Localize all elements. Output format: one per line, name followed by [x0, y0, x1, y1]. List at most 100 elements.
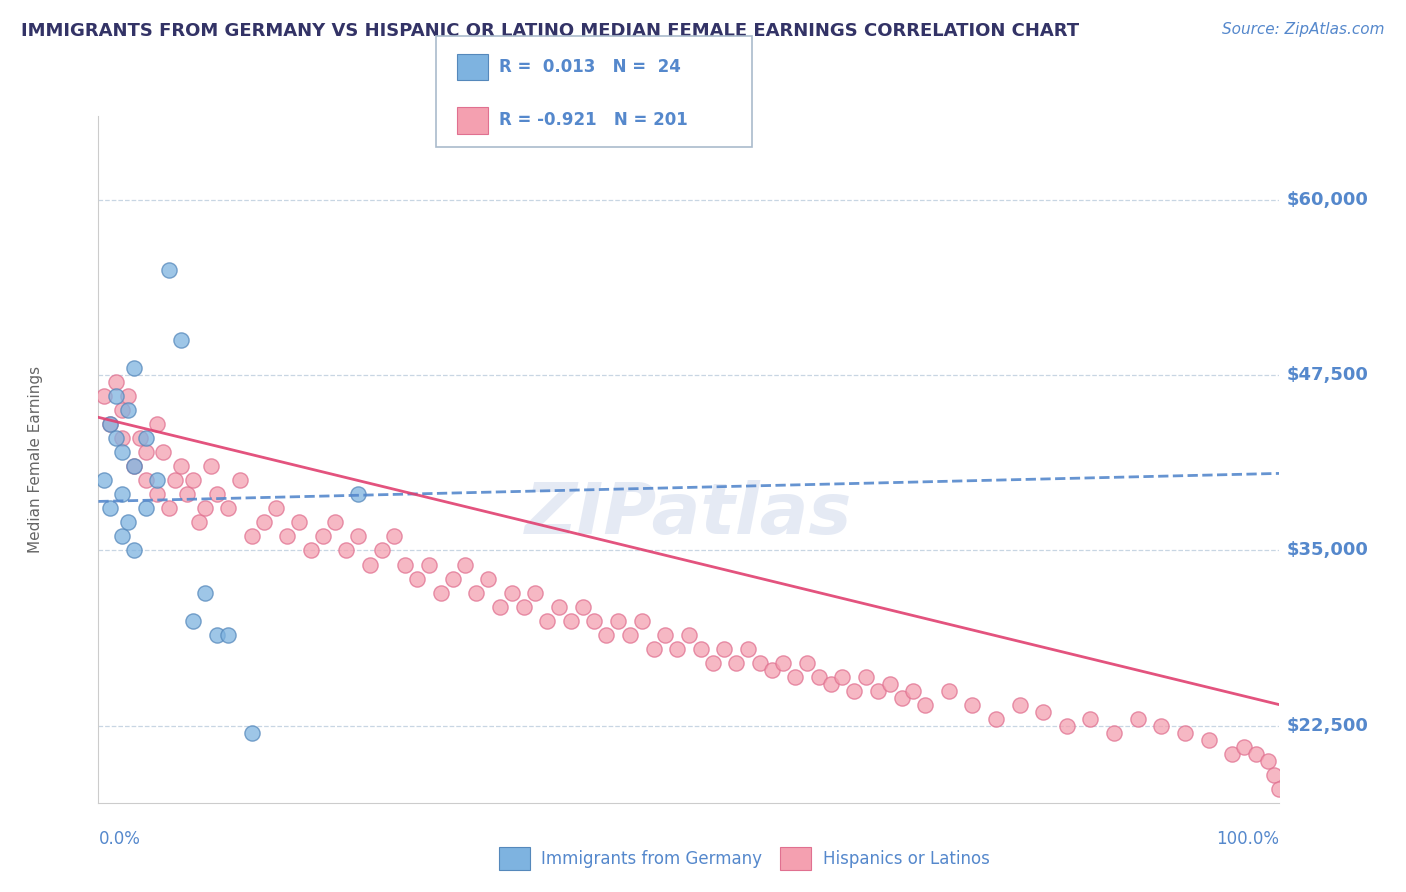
Point — [371, 543, 394, 558]
Point — [583, 614, 606, 628]
Point — [181, 474, 204, 488]
Point — [135, 474, 157, 488]
Text: $35,000: $35,000 — [1286, 541, 1368, 559]
Point — [240, 725, 263, 739]
Point — [146, 487, 169, 501]
Point — [536, 614, 558, 628]
Point — [205, 487, 228, 501]
Point — [571, 599, 593, 614]
Text: ZIPatlas: ZIPatlas — [526, 480, 852, 549]
Point — [831, 670, 853, 684]
Point — [117, 403, 139, 417]
Point — [1198, 732, 1220, 747]
Point — [855, 670, 877, 684]
Text: Median Female Earnings: Median Female Earnings — [28, 366, 42, 553]
Point — [157, 501, 180, 516]
Point — [122, 361, 145, 376]
Point — [890, 690, 912, 705]
Point — [725, 656, 748, 670]
Point — [122, 543, 145, 558]
Point — [984, 712, 1007, 726]
Text: 100.0%: 100.0% — [1216, 830, 1279, 847]
Point — [1268, 781, 1291, 796]
Point — [122, 459, 145, 474]
Point — [170, 333, 193, 347]
Point — [312, 529, 335, 543]
Point — [323, 516, 346, 530]
Point — [807, 670, 830, 684]
Point — [595, 627, 617, 641]
Point — [194, 501, 217, 516]
Point — [200, 459, 222, 474]
Point — [962, 698, 984, 712]
Point — [465, 585, 488, 599]
Point — [394, 558, 416, 572]
Point — [165, 474, 187, 488]
Point — [1220, 747, 1243, 761]
Point — [111, 529, 134, 543]
Point — [643, 641, 665, 656]
Point — [772, 656, 794, 670]
Point — [1008, 698, 1031, 712]
Point — [93, 389, 115, 403]
Point — [111, 403, 134, 417]
Point — [713, 641, 735, 656]
Point — [489, 599, 512, 614]
Point — [181, 614, 204, 628]
Point — [501, 585, 523, 599]
Text: R =  0.013   N =  24: R = 0.013 N = 24 — [499, 58, 681, 76]
Point — [630, 614, 652, 628]
Point — [205, 627, 228, 641]
Point — [98, 501, 121, 516]
Point — [117, 389, 139, 403]
Point — [1032, 705, 1054, 719]
Point — [135, 445, 157, 459]
Point — [335, 543, 357, 558]
Point — [702, 656, 724, 670]
Point — [1263, 768, 1285, 782]
Point — [122, 459, 145, 474]
Point — [1126, 712, 1149, 726]
Point — [253, 516, 276, 530]
Point — [607, 614, 630, 628]
Point — [98, 417, 121, 432]
Point — [299, 543, 322, 558]
Point — [418, 558, 440, 572]
Point — [406, 572, 429, 586]
Text: Hispanics or Latinos: Hispanics or Latinos — [823, 849, 990, 868]
Text: $60,000: $60,000 — [1286, 191, 1368, 209]
Point — [453, 558, 475, 572]
Text: IMMIGRANTS FROM GERMANY VS HISPANIC OR LATINO MEDIAN FEMALE EARNINGS CORRELATION: IMMIGRANTS FROM GERMANY VS HISPANIC OR L… — [21, 22, 1080, 40]
Point — [152, 445, 174, 459]
Text: Immigrants from Germany: Immigrants from Germany — [541, 849, 762, 868]
Point — [1174, 725, 1197, 739]
Point — [98, 417, 121, 432]
Point — [524, 585, 547, 599]
Point — [105, 431, 128, 445]
Point — [194, 585, 217, 599]
Point — [666, 641, 689, 656]
Point — [264, 501, 287, 516]
Point — [430, 585, 453, 599]
Point — [347, 529, 370, 543]
Point — [477, 572, 499, 586]
Point — [288, 516, 311, 530]
Text: R = -0.921   N = 201: R = -0.921 N = 201 — [499, 112, 688, 129]
Point — [93, 474, 115, 488]
Point — [879, 676, 901, 690]
Point — [105, 376, 128, 390]
Point — [347, 487, 370, 501]
Point — [737, 641, 759, 656]
Text: $22,500: $22,500 — [1286, 716, 1368, 735]
Point — [105, 389, 128, 403]
Point — [276, 529, 298, 543]
Point — [689, 641, 711, 656]
Point — [187, 516, 209, 530]
Point — [111, 431, 134, 445]
Point — [844, 683, 866, 698]
Text: $47,500: $47,500 — [1286, 367, 1368, 384]
Point — [1244, 747, 1267, 761]
Point — [866, 683, 889, 698]
Point — [820, 676, 842, 690]
Point — [914, 698, 936, 712]
